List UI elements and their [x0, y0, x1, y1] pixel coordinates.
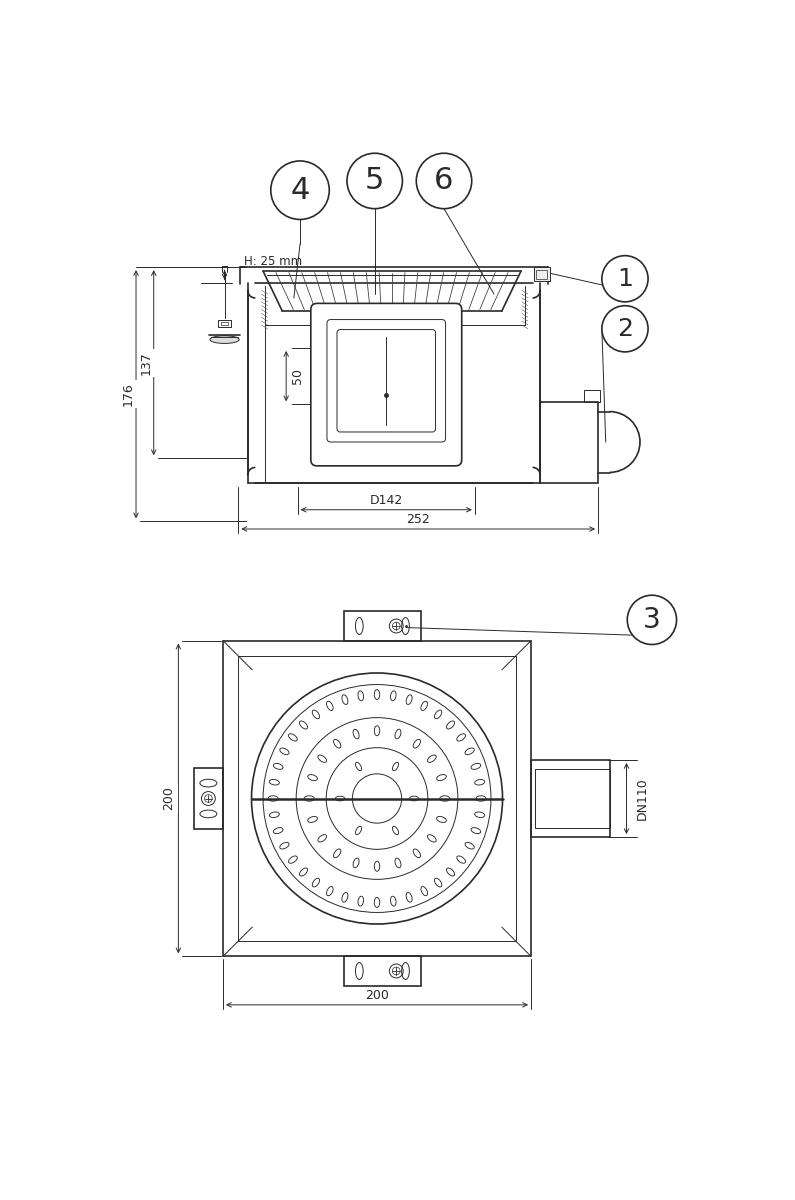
FancyBboxPatch shape: [311, 304, 462, 466]
Text: 50: 50: [291, 367, 304, 384]
Bar: [584, 390, 599, 402]
Text: DN110: DN110: [635, 778, 649, 820]
Bar: [344, 611, 421, 641]
Circle shape: [347, 154, 402, 209]
Text: 3: 3: [643, 606, 661, 634]
Bar: [221, 322, 228, 325]
Bar: [219, 319, 231, 328]
Text: 200: 200: [365, 989, 389, 1002]
Bar: [534, 268, 549, 281]
Ellipse shape: [210, 336, 239, 343]
Bar: [344, 956, 421, 985]
Circle shape: [627, 595, 677, 644]
Circle shape: [602, 256, 648, 302]
Bar: [537, 270, 547, 278]
Text: 200: 200: [163, 786, 176, 810]
Text: 5: 5: [365, 167, 385, 196]
Circle shape: [417, 154, 471, 209]
Bar: [541, 402, 598, 482]
Text: 176: 176: [122, 383, 135, 406]
Text: 2: 2: [617, 317, 633, 341]
Bar: [194, 768, 223, 829]
Text: 137: 137: [139, 350, 153, 374]
Bar: [238, 656, 516, 941]
Bar: [535, 769, 610, 828]
FancyBboxPatch shape: [327, 319, 445, 442]
Text: 252: 252: [406, 514, 430, 527]
Bar: [223, 641, 531, 956]
Circle shape: [271, 161, 329, 220]
Text: 1: 1: [617, 266, 633, 290]
Circle shape: [602, 306, 648, 352]
Text: H: 25 mm: H: 25 mm: [244, 254, 302, 268]
Text: D142: D142: [370, 494, 403, 508]
Text: 4: 4: [290, 175, 310, 205]
Bar: [531, 760, 610, 838]
Text: 6: 6: [434, 167, 454, 196]
